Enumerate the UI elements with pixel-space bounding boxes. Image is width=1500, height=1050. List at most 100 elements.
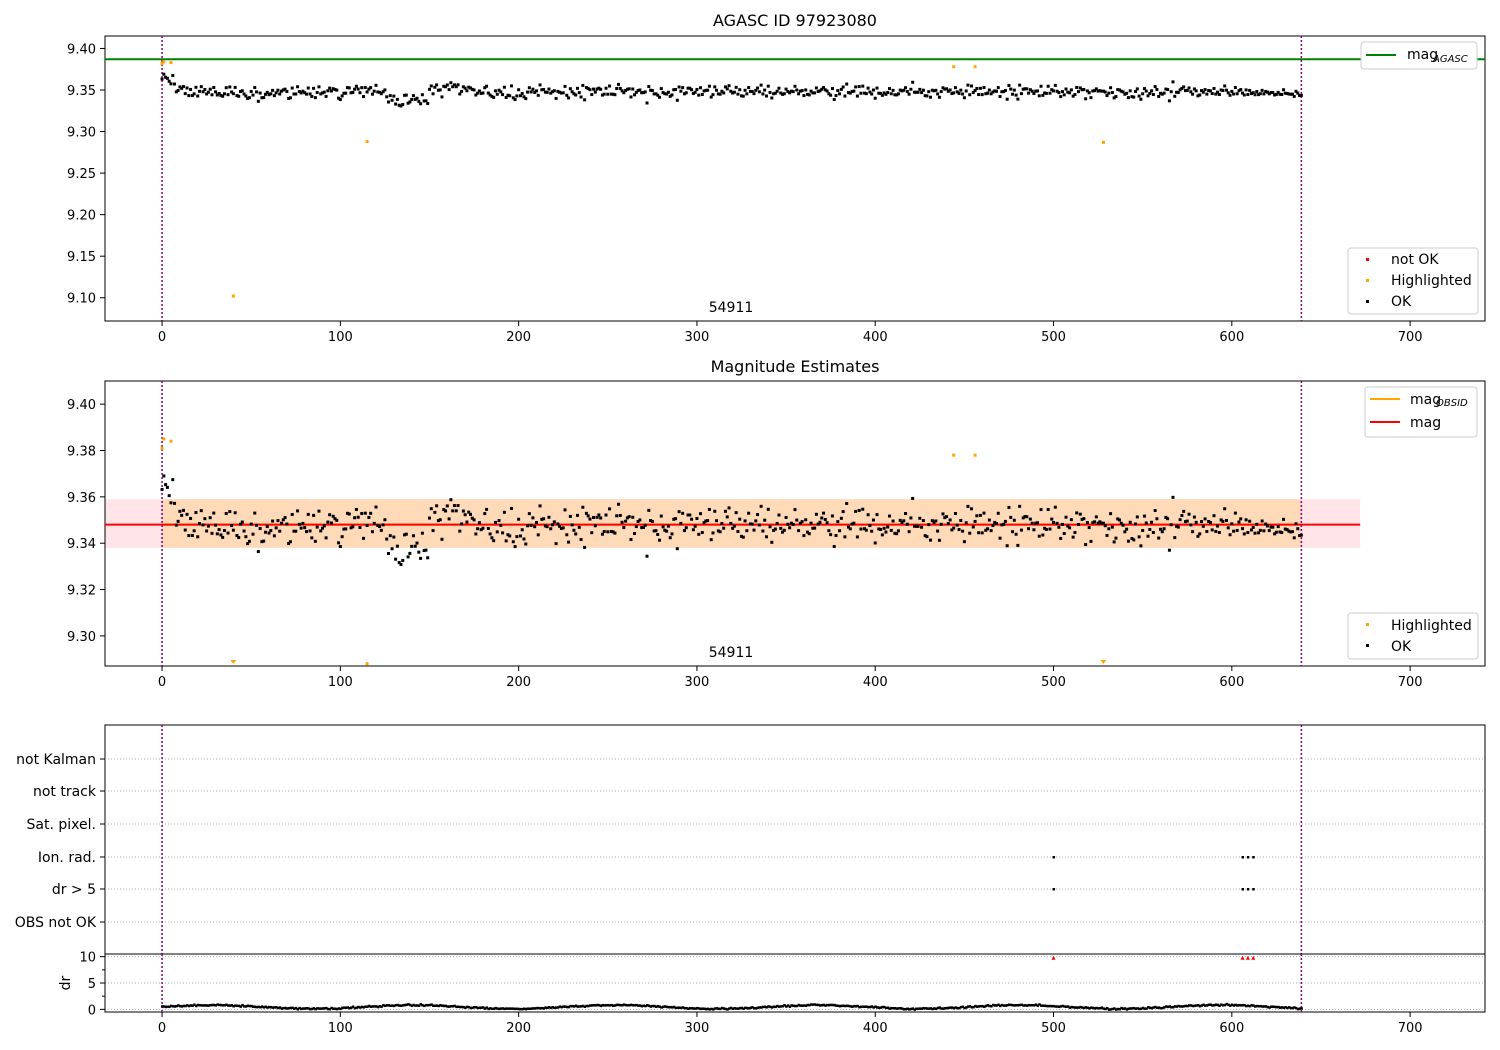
ok-point bbox=[764, 94, 768, 98]
ok-point bbox=[542, 88, 546, 92]
ok-point bbox=[490, 94, 494, 98]
dr-point bbox=[649, 1005, 653, 1008]
dr-point bbox=[966, 1005, 970, 1008]
dr-point bbox=[533, 1007, 537, 1010]
ok-point bbox=[1069, 88, 1073, 92]
ok-point bbox=[716, 529, 720, 533]
ok-point bbox=[469, 86, 473, 90]
dr-point bbox=[396, 1003, 399, 1007]
ok-point bbox=[590, 93, 594, 97]
ok-point bbox=[936, 529, 940, 533]
ok-point bbox=[970, 84, 974, 88]
dr-point bbox=[590, 1004, 594, 1007]
dr-point bbox=[1038, 1003, 1041, 1006]
ok-point bbox=[547, 515, 551, 519]
dr-point bbox=[745, 1006, 749, 1010]
ok-point bbox=[1009, 515, 1013, 519]
dr-point bbox=[478, 1006, 481, 1009]
ok-point bbox=[1273, 532, 1277, 536]
ok-point bbox=[1103, 90, 1107, 94]
ok-point bbox=[304, 92, 308, 96]
dr-flagged-point bbox=[1240, 955, 1245, 960]
ok-point bbox=[265, 90, 269, 94]
ok-point bbox=[269, 92, 273, 96]
dr-point bbox=[432, 1004, 435, 1008]
ok-point bbox=[1290, 530, 1294, 534]
ok-point bbox=[370, 92, 374, 96]
ok-point bbox=[1100, 521, 1104, 525]
ok-point bbox=[1025, 87, 1029, 91]
dr-point bbox=[1289, 1006, 1293, 1010]
dr-point bbox=[808, 1003, 811, 1007]
ok-point bbox=[1016, 97, 1020, 101]
ok-point bbox=[337, 541, 341, 545]
ok-point bbox=[1089, 96, 1093, 100]
dr-point bbox=[369, 1005, 373, 1008]
ok-point bbox=[456, 504, 460, 508]
ok-point bbox=[1207, 520, 1211, 524]
dr-point bbox=[1143, 1007, 1146, 1010]
ok-point bbox=[276, 519, 280, 523]
dr-point bbox=[394, 1004, 398, 1007]
ok-point bbox=[699, 512, 703, 516]
ok-point bbox=[1183, 520, 1187, 524]
ok-point bbox=[807, 532, 811, 536]
ok-point bbox=[501, 531, 505, 535]
dr-point bbox=[460, 1005, 464, 1009]
ok-point bbox=[531, 516, 535, 520]
legend-label-mag-obsid: mag bbox=[1410, 392, 1441, 408]
ok-point bbox=[326, 520, 330, 524]
ok-point bbox=[902, 88, 906, 92]
ok-point bbox=[1141, 528, 1145, 532]
dr-point bbox=[760, 1006, 763, 1009]
dr-point bbox=[430, 1003, 433, 1006]
ok-point bbox=[1059, 536, 1063, 540]
ok-point bbox=[470, 87, 474, 91]
ok-point bbox=[797, 529, 801, 533]
ok-point bbox=[354, 84, 358, 88]
dr-point bbox=[596, 1003, 599, 1007]
ok-point bbox=[1292, 94, 1296, 98]
ok-point bbox=[611, 530, 615, 534]
ok-point bbox=[932, 89, 936, 93]
dr-point bbox=[1225, 1002, 1228, 1006]
ok-point bbox=[918, 516, 922, 520]
ok-point bbox=[868, 90, 872, 94]
ok-point bbox=[502, 510, 506, 514]
ok-point bbox=[656, 93, 660, 97]
dr-point bbox=[371, 1005, 374, 1008]
ok-point bbox=[344, 527, 348, 531]
dr-point bbox=[1056, 1005, 1059, 1008]
dr-point bbox=[644, 1004, 647, 1008]
dr-point bbox=[795, 1004, 799, 1008]
dr-point bbox=[227, 1004, 230, 1007]
dr-point bbox=[350, 1006, 353, 1009]
ok-point bbox=[385, 95, 389, 99]
ok-point bbox=[1232, 92, 1236, 96]
ok-point bbox=[272, 94, 276, 98]
ok-point bbox=[385, 537, 389, 541]
ok-point bbox=[296, 509, 300, 513]
ok-point bbox=[752, 528, 756, 532]
dr-point bbox=[257, 1005, 260, 1009]
ok-point bbox=[1176, 525, 1180, 529]
ok-point bbox=[814, 86, 818, 90]
dr-point bbox=[1170, 1006, 1173, 1009]
ok-point bbox=[215, 532, 219, 536]
ok-point bbox=[723, 509, 727, 513]
ok-point bbox=[734, 511, 738, 515]
dr-point bbox=[221, 1004, 225, 1007]
dr-point bbox=[893, 1007, 897, 1010]
ok-point bbox=[581, 505, 585, 509]
ok-point bbox=[634, 90, 638, 94]
ok-point bbox=[281, 518, 285, 522]
dr-point bbox=[797, 1003, 801, 1007]
ok-point bbox=[483, 512, 487, 516]
dr-point bbox=[380, 1005, 383, 1008]
dr-point bbox=[1084, 1006, 1088, 1009]
ok-point bbox=[863, 527, 867, 531]
ok-point bbox=[1169, 523, 1173, 527]
ok-point bbox=[900, 520, 904, 524]
ok-point bbox=[1283, 527, 1287, 531]
ok-point bbox=[171, 478, 175, 482]
